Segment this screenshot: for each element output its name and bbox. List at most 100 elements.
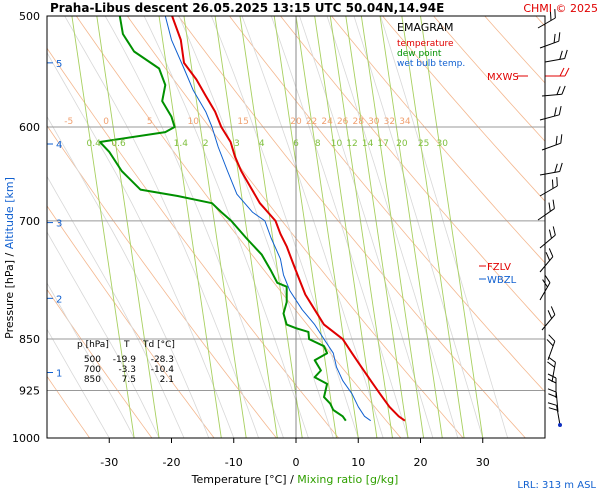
- mixing-ratio-label: 12: [346, 139, 357, 149]
- pressure-tick-label: 500: [19, 10, 40, 23]
- mixing-ratio-label: 0.6: [111, 139, 126, 149]
- lrl-label: LRL: 313 m ASL: [517, 480, 596, 491]
- temperature-tick-label: 0: [293, 456, 300, 469]
- moist-adiabat: [64, 16, 259, 438]
- temperature-tick-label: -10: [225, 456, 243, 469]
- wind-barb: [539, 177, 558, 197]
- moist-adiabat: [178, 16, 334, 438]
- data-table: p [hPa] T Td [°C] 500 -19.9 -28.3 700 -3…: [77, 340, 175, 385]
- dry-adiabat: [75, 16, 402, 438]
- mixing-ratio-line: [273, 16, 337, 438]
- mixing-ratio-line: [401, 16, 465, 438]
- table-row-1-p: 700: [84, 365, 101, 375]
- altitude-tick-label: 1: [56, 369, 62, 380]
- moist-adiabat: [211, 16, 359, 438]
- wind-barb: [541, 134, 563, 151]
- wind-barb: [539, 274, 551, 301]
- dry-adiabat: [331, 16, 545, 264]
- altitude-tick-label: 2: [56, 294, 62, 305]
- wind-barb: [539, 162, 563, 176]
- mxws-label: MXWS: [487, 72, 519, 83]
- mixing-ratio-label: 2: [203, 139, 209, 149]
- x-axis-label-sep: /: [287, 473, 298, 486]
- moist-adiabat: [104, 16, 284, 438]
- altitude-tick-label: 4: [56, 140, 62, 151]
- fzlv-label: FZLV: [487, 262, 511, 273]
- series-temperature: [171, 16, 406, 422]
- dry-adiabat: [47, 288, 153, 438]
- temperature-tick-label: 20: [414, 456, 428, 469]
- plot-frame: [46, 15, 546, 439]
- moist-adiabat: [380, 16, 509, 438]
- moist-adiabat: [47, 231, 160, 438]
- table-row-0-t: -19.9: [113, 355, 137, 365]
- dry-adiabat: [47, 124, 277, 438]
- mixing-ratio-line: [360, 16, 425, 438]
- mixing-ratio-label: 25: [418, 139, 429, 149]
- isotherm-label: 28: [353, 117, 365, 127]
- moist-adiabat: [353, 16, 484, 438]
- wind-barb: [539, 105, 562, 121]
- mixing-ratio-line: [314, 16, 378, 438]
- table-header-t: T: [123, 340, 130, 350]
- moist-adiabat: [47, 328, 110, 438]
- wind-barb-base: [558, 423, 562, 427]
- mixing-ratio-label: 1.4: [174, 139, 189, 149]
- moist-adiabat: [241, 16, 384, 438]
- mixing-ratio-line: [158, 16, 222, 438]
- pressure-tick-label: 700: [19, 215, 40, 228]
- wind-barb: [547, 402, 561, 426]
- isotherm-label: 5: [147, 117, 153, 127]
- isotherm-label: 26: [337, 117, 349, 127]
- mixing-ratio-line: [96, 16, 160, 438]
- pressure-tick-label: 600: [19, 121, 40, 134]
- wind-barb: [541, 306, 556, 331]
- isotherm-label: 32: [384, 117, 395, 127]
- isotherm-label: 20: [290, 117, 302, 127]
- moist-adiabat: [143, 16, 309, 438]
- dry-adiabat: [126, 16, 464, 438]
- mixing-ratio-label: 10: [331, 139, 343, 149]
- moist-adiabat: [299, 16, 434, 438]
- mixing-ratio-line: [183, 16, 247, 438]
- legend-wet-bulb: wet bulb temp.: [397, 59, 465, 69]
- isotherm-label: -5: [64, 117, 73, 127]
- dry-adiabat: [47, 47, 339, 438]
- mixing-ratio-label: 6: [293, 139, 299, 149]
- table-header-td: Td [°C]: [142, 340, 175, 350]
- wind-barb: [539, 226, 556, 249]
- dry-adiabat: [280, 16, 545, 328]
- dry-adiabat: [382, 16, 545, 202]
- copyright: CHMI © 2025: [523, 2, 598, 15]
- mixing-ratio-line: [295, 16, 359, 438]
- dry-adiabat: [47, 375, 90, 438]
- moist-adiabat: [47, 282, 135, 438]
- mixing-ratio-line: [71, 16, 135, 438]
- mixing-ratio-label: 30: [437, 139, 449, 149]
- wbzl-label: WBZL: [487, 275, 517, 286]
- mixing-ratio-label: 0.4: [87, 139, 102, 149]
- mixing-ratio-line: [329, 16, 393, 438]
- temperature-tick-label: 30: [476, 456, 490, 469]
- table-row-1-t: -3.3: [118, 365, 136, 375]
- series-dew-point: [98, 16, 347, 422]
- dry-adiabat: [178, 16, 526, 438]
- isotherm-label: 15: [237, 117, 248, 127]
- series-wet-bulb-temp: [164, 16, 371, 422]
- wind-barb: [547, 388, 559, 413]
- wind-barb: [537, 199, 555, 221]
- temperature-tick-label: 10: [351, 456, 365, 469]
- isotherm-label: 24: [321, 117, 333, 127]
- wind-barb: [539, 32, 561, 49]
- temperature-tick-label: -30: [100, 456, 118, 469]
- x-axis-label-temperature: Temperature [°C]: [191, 473, 287, 486]
- moist-adiabat: [47, 115, 210, 438]
- x-axis-label: Temperature [°C] / Mixing ratio [g/kg]: [191, 473, 399, 486]
- isotherm-label: 30: [368, 117, 380, 127]
- x-axis-label-mixing: Mixing ratio [g/kg]: [297, 473, 398, 486]
- y-axis-label-pressure: Pressure [hPa]: [3, 260, 16, 339]
- y-axis-label: Pressure [hPa] / Altitude [km]: [3, 177, 16, 339]
- mixing-ratio-label: 20: [396, 139, 408, 149]
- legend-dew-point: dew point: [397, 49, 442, 59]
